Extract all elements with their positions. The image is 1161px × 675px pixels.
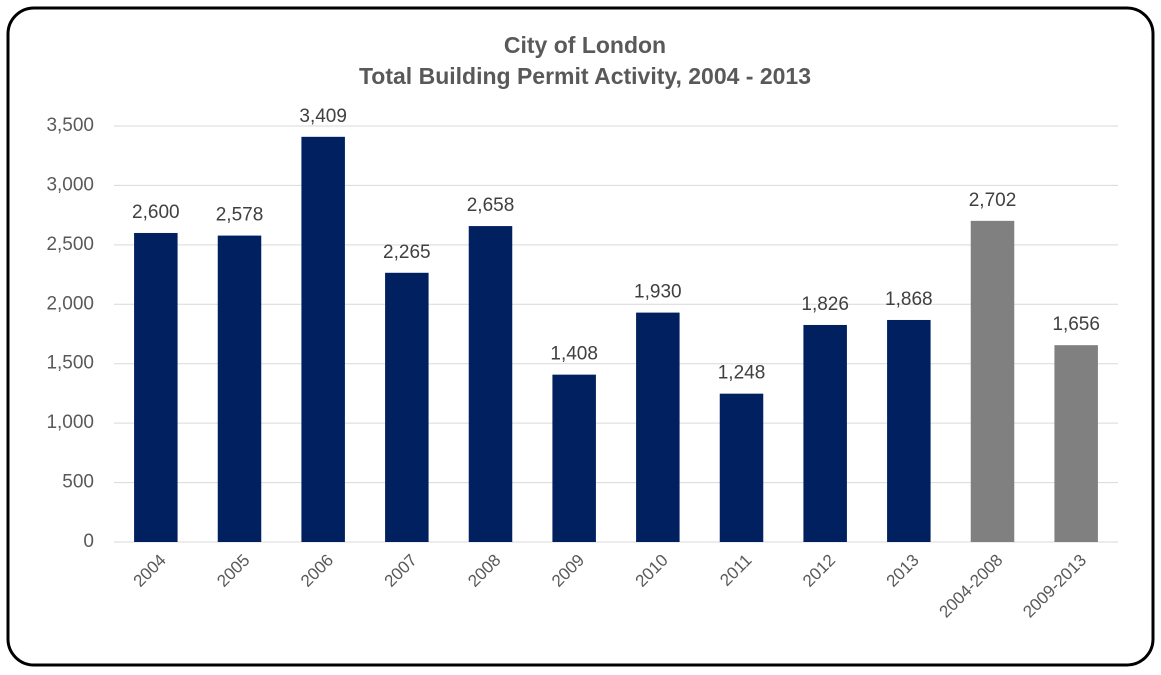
data-label: 1,826 (801, 294, 849, 315)
bar (217, 235, 262, 542)
bar (887, 319, 931, 542)
bar (719, 393, 764, 542)
y-tick-label: 2,500 (46, 234, 94, 255)
bar (636, 312, 680, 542)
data-label: 1,930 (634, 282, 682, 303)
bar (468, 226, 513, 543)
chart-subtitle: Total Building Permit Activity, 2004 - 2… (359, 63, 811, 89)
data-label: 1,408 (550, 344, 598, 365)
y-tick-label: 1,000 (46, 412, 94, 433)
data-label: 1,656 (1052, 314, 1100, 335)
bar (134, 232, 178, 542)
y-tick-label: 2,000 (46, 293, 94, 314)
bar (1054, 345, 1098, 542)
chart-title: City of London (504, 32, 666, 58)
bar (803, 324, 847, 542)
y-tick-label: 0 (83, 531, 94, 552)
y-tick-label: 3,500 (46, 115, 94, 136)
bar (385, 272, 429, 542)
y-tick-label: 1,500 (46, 353, 94, 374)
bar (970, 220, 1015, 542)
data-label: 2,265 (383, 242, 431, 263)
data-label: 1,868 (885, 289, 933, 310)
y-tick-label: 3,000 (46, 174, 94, 195)
data-label: 3,409 (299, 106, 347, 127)
bar (552, 374, 596, 542)
bar (301, 136, 345, 543)
data-label: 2,578 (216, 205, 264, 226)
chart-border (6, 6, 1155, 667)
y-tick-label: 500 (62, 472, 94, 493)
data-label: 2,600 (132, 202, 180, 223)
data-label: 1,248 (718, 363, 766, 384)
data-label: 2,702 (969, 190, 1017, 211)
data-label: 2,658 (467, 195, 515, 216)
